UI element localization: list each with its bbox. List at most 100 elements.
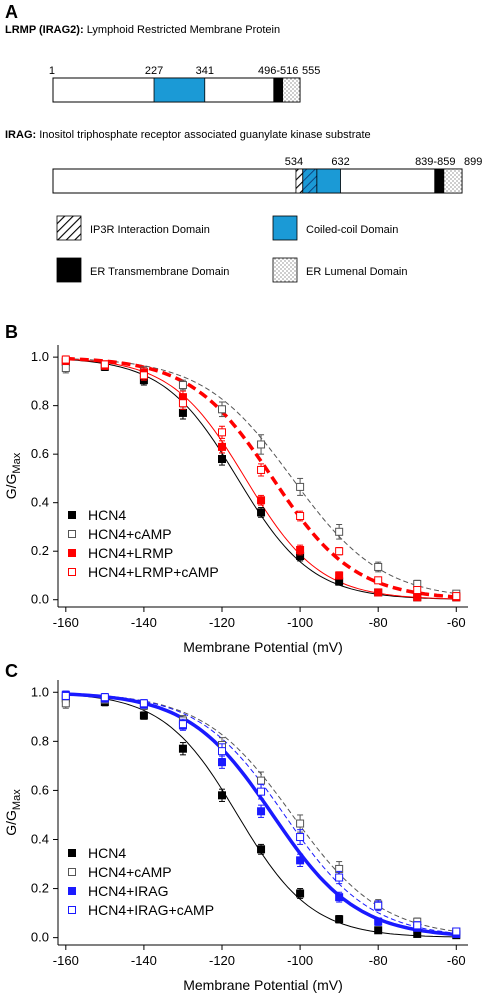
data-point [374, 901, 383, 910]
data-point [296, 512, 305, 521]
data-point [61, 691, 70, 700]
x-tick-label: -80 [369, 615, 388, 630]
data-point [61, 355, 70, 364]
x-tick-label: -160 [53, 615, 79, 630]
irag-residue-label: 534 [285, 156, 303, 168]
legend-entry-2: HCN4+IRAG [88, 883, 169, 899]
data-point [296, 819, 305, 828]
irag-domain-lumenal [443, 168, 463, 194]
data-point [218, 747, 226, 756]
x-tick-label: -60 [447, 953, 466, 968]
y-axis-label: G/GMax [3, 452, 23, 499]
data-point [257, 845, 266, 854]
legend-label-lumenal: ER Lumenal Domain [306, 266, 408, 278]
legend-entry-1: HCN4+cAMP [88, 864, 172, 880]
legend-label-tm: ER Transmembrane Domain [90, 266, 229, 278]
data-point [257, 807, 266, 816]
data-point [452, 927, 461, 936]
data-point [257, 496, 266, 505]
legend-entry-3: HCN4+IRAG+cAMP [88, 902, 214, 918]
lrmp-domain-coiled [153, 77, 206, 103]
data-point [257, 508, 266, 517]
panel-label-c: C [5, 661, 18, 681]
x-tick-label: -80 [369, 953, 388, 968]
data-point [374, 926, 383, 935]
legend-marker-3 [68, 906, 76, 914]
data-point [335, 915, 344, 924]
data-point [296, 482, 305, 491]
data-point [218, 442, 226, 451]
legend-marker-3 [68, 568, 76, 576]
data-point [178, 381, 187, 390]
legend-marker-2 [68, 887, 76, 895]
irag-title-rest: Inositol triphosphate receptor associate… [36, 129, 370, 141]
irag-domain-tm [434, 168, 445, 194]
legend-marker-2 [68, 549, 76, 557]
x-tick-label: -120 [209, 615, 235, 630]
y-axis-label-sub: Max [11, 789, 23, 810]
legend-swatch-tm [56, 257, 82, 283]
chart-panel-c: -160 -140 -120 -100 -80 -60 0.0 0.2 0.4 0.6 0.8 1.0… [3, 680, 468, 993]
y-tick-label: 0.0 [31, 930, 49, 945]
data-point [374, 588, 383, 597]
lrmp-protein-bar: 1 227 341 496-516 555 [49, 65, 320, 103]
irag-title-bold: IRAG: [5, 129, 36, 141]
lrmp-residue-label: 341 [196, 65, 214, 77]
data-point [374, 917, 383, 926]
fit-curve-2 [65, 356, 457, 599]
domain-legend: IP3R Interaction Domain Coiled-coil Domai… [56, 215, 408, 283]
data-point [218, 405, 226, 414]
x-tick-label: -100 [287, 615, 313, 630]
panel-label-b: B [5, 322, 18, 342]
data-point [335, 873, 344, 882]
irag-domain-overlap [302, 168, 318, 194]
lrmp-residue-label: 555 [302, 65, 320, 77]
data-point [218, 791, 226, 800]
data-point [335, 547, 344, 556]
y-axis-label-main: G/G [3, 810, 19, 836]
irag-domain-coiled [316, 168, 341, 194]
data-point [257, 465, 266, 474]
irag-residue-label: 899 [464, 156, 482, 168]
y-tick-label: 0.0 [31, 592, 49, 607]
data-point [218, 428, 226, 437]
legend-label-ip3r: IP3R Interaction Domain [90, 224, 210, 236]
legend-entry-3: HCN4+LRMP+cAMP [88, 564, 219, 580]
data-point [139, 371, 148, 380]
irag-title: IRAG: Inositol triphosphate receptor ass… [5, 129, 371, 141]
data-point [100, 360, 109, 369]
data-point [296, 545, 305, 554]
irag-residue-label: 839-859 [415, 156, 455, 168]
data-point [257, 440, 266, 449]
x-axis-label: Membrane Potential (mV) [183, 639, 343, 655]
legend-swatch-lumenal [272, 257, 298, 283]
data-point [296, 889, 305, 898]
y-axis-label-sub: Max [11, 452, 23, 473]
x-tick-label: -160 [53, 953, 79, 968]
y-tick-label: 0.4 [31, 495, 49, 510]
lrmp-residue-label: 496-516 [258, 65, 298, 77]
legend-marker-0 [68, 511, 76, 519]
data-point [61, 699, 70, 708]
y-tick-label: 0.8 [31, 733, 49, 748]
y-tick-label: 0.6 [31, 782, 49, 797]
data-point [335, 893, 344, 902]
data-point [218, 455, 226, 464]
y-tick-label: 0.8 [31, 398, 49, 413]
y-tick-label: 0.6 [31, 446, 49, 461]
y-tick-label: 0.4 [31, 831, 49, 846]
legend-label-coiled: Coiled-coil Domain [306, 224, 398, 236]
data-point [413, 921, 422, 930]
irag-residue-label: 632 [331, 156, 349, 168]
data-point [178, 744, 187, 753]
y-tick-label: 0.2 [31, 543, 49, 558]
x-tick-label: -120 [209, 953, 235, 968]
data-point [218, 758, 226, 767]
irag-backbone [52, 168, 463, 194]
data-point [178, 399, 187, 408]
data-point [100, 693, 109, 702]
irag-domain-ip3r [295, 168, 304, 194]
legend-swatch-ip3r [56, 215, 82, 241]
lrmp-title: LRMP (IRAG2): Lymphoid Restricted Membra… [5, 24, 280, 36]
